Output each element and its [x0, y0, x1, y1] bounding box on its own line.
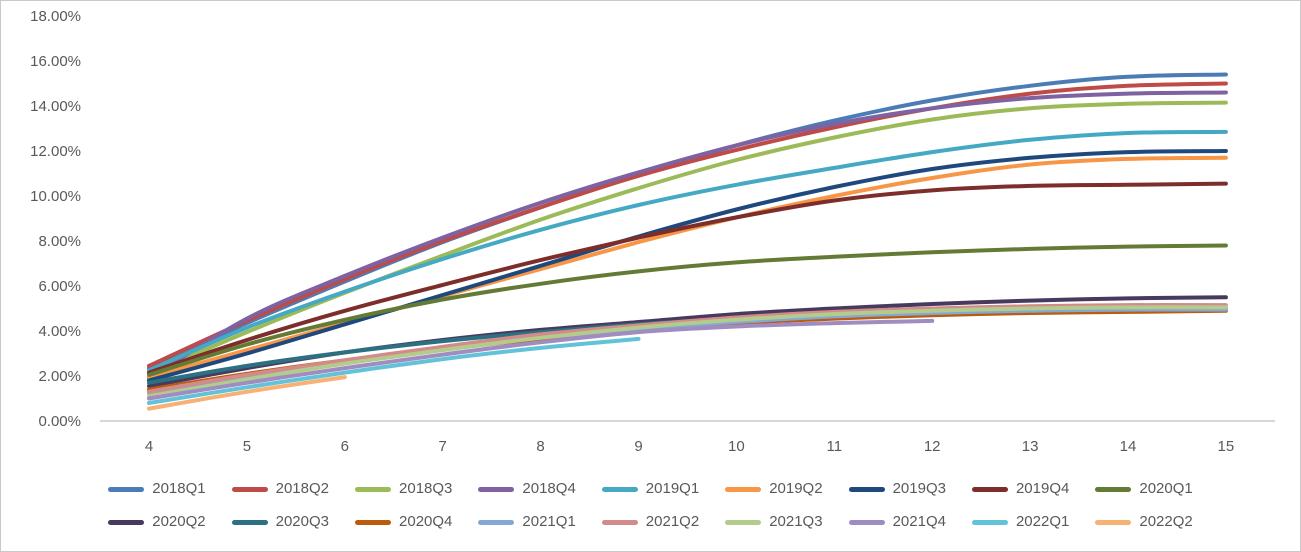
line-chart-plot: 18.00% 16.00% 14.00% 12.00% 10.00% 8.00% 6.00%… [30, 8, 1275, 455]
legend-label: 2019Q4 [1015, 480, 1070, 497]
legend-item-2020Q1: 2020Q1 [1095, 477, 1193, 501]
series-line-2022Q2 [147, 375, 347, 411]
x-axis-tick-label: 13 [1022, 438, 1039, 455]
legend-label: 2019Q2 [769, 480, 823, 497]
legend-item-2019Q2: 2019Q2 [725, 477, 823, 501]
legend-label: 2020Q1 [1139, 480, 1193, 497]
x-axis-tick-label: 9 [634, 438, 642, 455]
legend-item-2018Q4: 2018Q4 [478, 477, 576, 501]
legend-swatch-2021Q3 [725, 519, 762, 525]
legend-row-2: 2020Q2 2020Q3 2020Q4 2021Q1 2021Q2 2021Q3 2021… [108, 510, 1193, 534]
legend-label: 2018Q2 [275, 480, 330, 497]
legend-swatch-2022Q2 [1095, 519, 1132, 525]
legend-swatch-2019Q4 [971, 486, 1008, 492]
series-line-2021Q2 [147, 303, 1228, 394]
legend-label: 2022Q2 [1139, 513, 1193, 530]
legend-item-2019Q3: 2019Q3 [848, 477, 946, 501]
legend-item-2018Q2: 2018Q2 [231, 477, 330, 501]
legend-swatch-2022Q1 [971, 519, 1008, 525]
series-line-2018Q2 [147, 81, 1228, 368]
y-axis-tick-label: 0.00% [38, 413, 81, 430]
legend-label: 2021Q2 [645, 513, 700, 530]
legend-item-2021Q3: 2021Q3 [725, 510, 823, 534]
chart-legend: 2018Q1 2018Q2 2018Q3 2018Q4 2019Q1 2019Q2 2019… [1, 463, 1300, 534]
series-line-2021Q3 [147, 305, 1228, 399]
legend-item-2019Q4: 2019Q4 [971, 477, 1070, 501]
x-axis-tick-label: 7 [439, 438, 447, 455]
legend-label: 2019Q3 [892, 480, 946, 497]
x-axis-tick-label: 12 [924, 438, 941, 455]
legend-label: 2021Q1 [522, 513, 576, 530]
legend-swatch-2021Q2 [601, 519, 638, 525]
x-axis-tick-label: 11 [827, 438, 843, 455]
y-axis-tick-label: 14.00% [30, 98, 81, 115]
y-axis-tick-label: 8.00% [38, 233, 81, 250]
series-line-2018Q4 [147, 90, 1228, 381]
legend-swatch-2018Q3 [355, 486, 392, 492]
legend-label: 2018Q4 [522, 480, 576, 497]
legend-swatch-2019Q1 [601, 486, 638, 492]
legend-swatch-2020Q2 [108, 519, 145, 525]
legend-swatch-2018Q4 [478, 486, 515, 492]
legend-item-2018Q3: 2018Q3 [355, 477, 452, 501]
legend-swatch-2018Q2 [231, 486, 268, 492]
series-line-2021Q4 [147, 318, 935, 401]
legend-swatch-2020Q1 [1095, 486, 1132, 492]
x-axis-tick-label: 8 [536, 438, 544, 455]
legend-item-2020Q2: 2020Q2 [108, 510, 206, 534]
legend-item-2018Q1: 2018Q1 [108, 477, 206, 501]
legend-item-2020Q3: 2020Q3 [231, 510, 330, 534]
series-line-2019Q1 [147, 129, 1228, 373]
legend-item-2021Q4: 2021Q4 [848, 510, 946, 534]
y-axis-tick-label: 18.00% [30, 8, 81, 25]
legend-item-2019Q1: 2019Q1 [601, 477, 700, 501]
y-axis-tick-label: 4.00% [38, 323, 81, 340]
x-axis-tick-label: 14 [1120, 438, 1137, 455]
legend-item-2020Q4: 2020Q4 [355, 510, 452, 534]
legend-label: 2020Q4 [399, 513, 453, 530]
x-axis-tick-label: 15 [1218, 438, 1235, 455]
x-axis-tick-label: 5 [243, 438, 251, 455]
legend-label: 2018Q3 [399, 480, 453, 497]
y-axis-tick-label: 6.00% [38, 278, 81, 295]
y-axis-tick-label: 16.00% [30, 53, 81, 70]
legend-swatch-2019Q3 [848, 486, 885, 492]
legend-item-2022Q1: 2022Q1 [971, 510, 1070, 534]
legend-label: 2022Q1 [1015, 513, 1070, 530]
legend-label: 2021Q4 [892, 513, 946, 530]
legend-swatch-2020Q4 [355, 519, 392, 525]
y-axis-tick-label: 10.00% [30, 188, 81, 205]
legend-swatch-2019Q2 [725, 486, 762, 492]
y-axis-tick-label: 2.00% [38, 368, 81, 385]
legend-label: 2018Q1 [152, 480, 206, 497]
legend-label: 2019Q1 [645, 480, 700, 497]
legend-swatch-2021Q1 [478, 519, 515, 525]
series-line-2022Q1 [147, 336, 641, 405]
legend-swatch-2020Q3 [231, 519, 268, 525]
y-axis-tick-label: 12.00% [30, 143, 81, 160]
series-line-2020Q1 [147, 243, 1228, 377]
legend-row-1: 2018Q1 2018Q2 2018Q3 2018Q4 2019Q1 2019Q2 2019… [108, 477, 1193, 501]
x-axis-tick-label: 4 [145, 438, 153, 455]
legend-swatch-2018Q1 [108, 486, 145, 492]
legend-label: 2020Q3 [275, 513, 330, 530]
legend-label: 2020Q2 [152, 513, 206, 530]
x-axis-tick-label: 6 [341, 438, 349, 455]
x-axis-tick-label: 10 [728, 438, 745, 455]
series-line-2019Q3 [147, 149, 1228, 383]
legend-swatch-2021Q4 [848, 519, 885, 525]
legend-label: 2021Q3 [769, 513, 823, 530]
legend-item-2021Q2: 2021Q2 [601, 510, 700, 534]
legend-item-2021Q1: 2021Q1 [478, 510, 576, 534]
legend-item-2022Q2: 2022Q2 [1095, 510, 1193, 534]
series-line-2019Q4 [147, 181, 1228, 375]
